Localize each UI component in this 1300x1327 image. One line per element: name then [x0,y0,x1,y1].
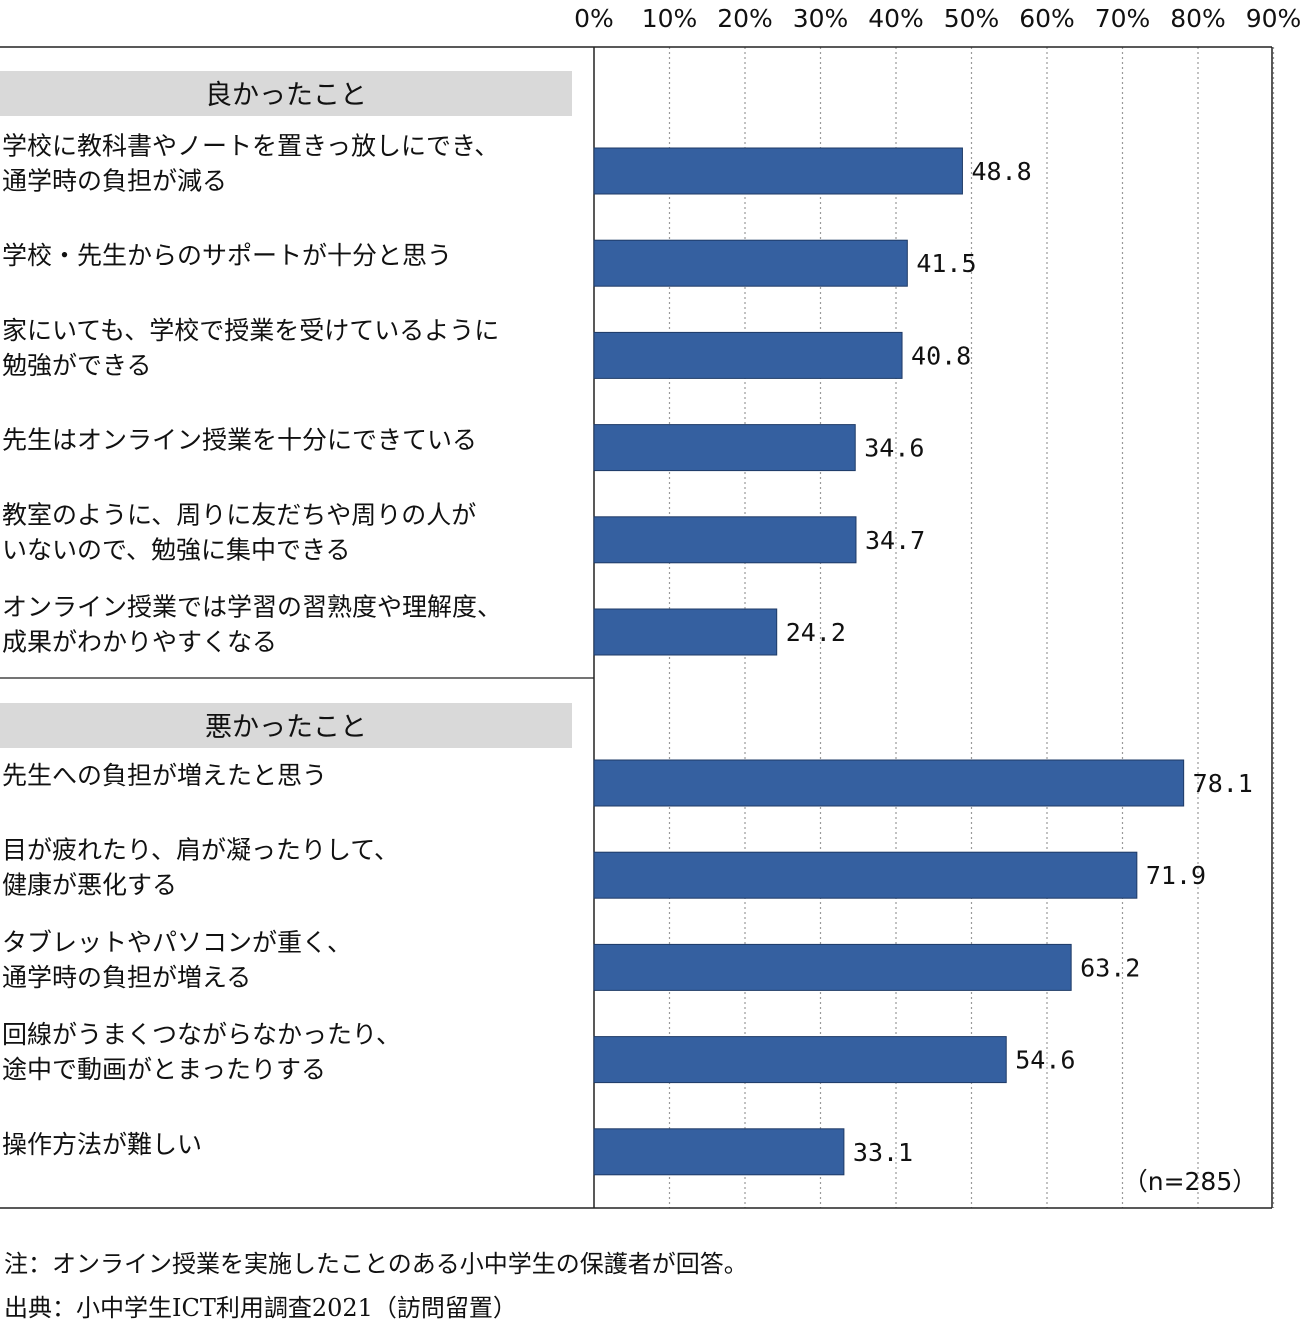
chart: 0% 10% 20% 30% 40% 50% 60% 70% 80% 90% 良かったこと悪かった… [0,4,1300,1209]
bar [593,1128,845,1176]
category-label: 先生への負担が増えたと思う [2,761,327,790]
footnote-note: 注：オンライン授業を実施したことのある小中学生の保護者が回答。 [4,1250,748,1278]
bar [593,943,1072,991]
x-tick-label: 10% [642,4,698,33]
bars [593,147,1185,1176]
x-tick-label: 70% [1095,4,1151,33]
x-tick-label: 90% [1246,4,1300,33]
bar [593,424,856,472]
x-tick-label: 80% [1170,4,1226,33]
category-label: 学校に教科書やノートを置きっ放しにでき、 [2,132,499,161]
bar [593,759,1185,807]
category-label: 通学時の負担が減る [2,167,227,196]
bar [593,516,857,564]
category-label: 学校・先生からのサポートが十分と思う [2,241,452,270]
group-header-label: 良かったこと [205,80,367,111]
category-label: オンライン授業では学習の習熟度や理解度、 [2,593,502,622]
value-label: 71.9 [1146,861,1206,890]
footnote-source: 出典：小中学生ICT利用調査2021（訪問留置） [4,1294,517,1322]
category-label: いないので、勉強に集中できる [2,535,351,564]
bar [593,147,963,195]
value-label: 41.5 [916,249,976,278]
bar [593,331,903,379]
category-label: 健康が悪化する [2,871,177,900]
category-label: 教室のように、周りに友だちや周りの人が [2,500,476,529]
category-label: 途中で動画がとまったりする [2,1055,326,1084]
x-tick-label: 30% [793,4,849,33]
group-header-label: 悪かったこと [205,712,367,743]
value-label: 63.2 [1080,953,1140,982]
bar [593,608,778,656]
category-label: タブレットやパソコンが重く、 [2,928,352,957]
category-label: 家にいても、学校で授業を受けているように [2,316,499,345]
value-label: 34.7 [865,526,925,555]
category-label: 目が疲れたり、肩が凝ったりして、 [2,836,399,865]
value-label: 24.2 [786,618,846,647]
category-label: 通学時の負担が増える [2,963,251,992]
bar [593,239,908,287]
value-label: 48.8 [971,157,1031,186]
x-tick-label: 60% [1019,4,1075,33]
x-tick-labels: 0% 10% 20% 30% 40% 50% 60% 70% 80% 90% [574,4,1300,33]
category-label: 勉強ができる [2,351,152,380]
group-header-bg [0,703,572,748]
bar [593,1036,1007,1084]
value-label: 33.1 [853,1138,913,1167]
x-tick-label: 20% [717,4,773,33]
value-label: 40.8 [911,341,971,370]
sample-size-note: （n=285） [1123,1167,1258,1196]
category-label: 回線がうまくつながらなかったり、 [2,1020,401,1049]
bar [593,851,1138,899]
x-tick-label: 0% [574,4,614,33]
x-tick-label: 40% [868,4,924,33]
x-tick-label: 50% [944,4,1000,33]
value-label: 78.1 [1193,769,1253,798]
category-label: 成果がわかりやすくなる [2,628,277,657]
value-label: 54.6 [1015,1046,1075,1075]
category-labels: 学校に教科書やノートを置きっ放しにでき、通学時の負担が減る学校・先生からのサポー… [2,132,502,1159]
value-label: 34.6 [864,434,924,463]
category-label: 操作方法が難しい [2,1130,202,1159]
group-header-bg [0,71,572,116]
value-labels: 48.8 41.5 40.8 34.6 34.7 24.2 78.1 71.9 63.2 54.6… [786,157,1253,1167]
category-label: 先生はオンライン授業を十分にできている [2,426,477,455]
